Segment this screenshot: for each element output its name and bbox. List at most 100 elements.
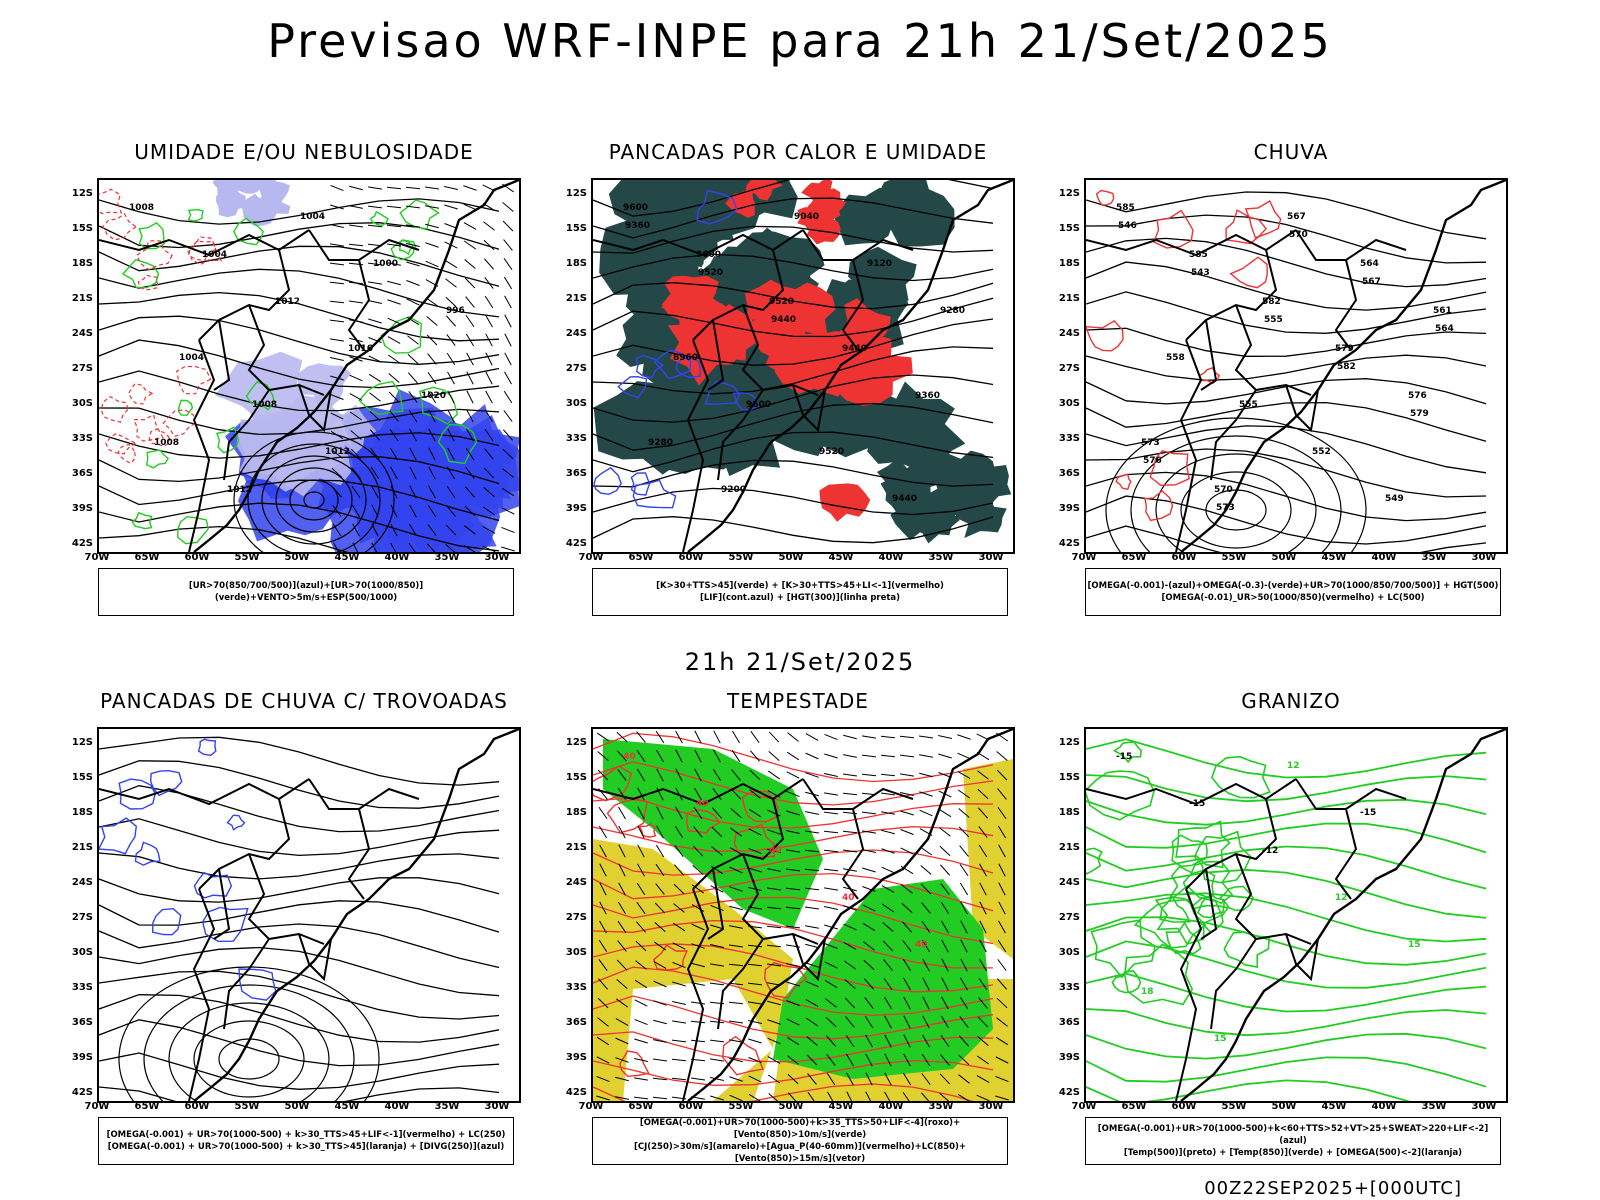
latitude-label: 18S	[565, 807, 587, 818]
latitude-label: 39S	[565, 1052, 587, 1063]
panel-legend: [OMEGA(-0.001)+UR>70(1000-500)+k>35_TTS>…	[592, 1117, 1008, 1165]
longitude-label: 65W	[628, 552, 654, 563]
longitude-label: 55W	[1221, 552, 1247, 563]
contour-label: 9280	[648, 438, 673, 448]
latitude-label: 36S	[1058, 468, 1080, 479]
subtitle: 21h 21/Set/2025	[684, 648, 916, 676]
contour-label: 15	[1408, 940, 1421, 950]
contour-label: -15	[1116, 752, 1132, 762]
legend-line: [Temp(500)](preto) + [Temp(850)](verde) …	[1123, 1148, 1463, 1158]
longitude-label: 45W	[1321, 1101, 1347, 1112]
latitude-label: 36S	[71, 468, 93, 479]
contour-label: 9520	[819, 447, 844, 457]
contour-label: 9600	[623, 203, 648, 213]
latitude-label: 30S	[565, 398, 587, 409]
contour-label: 9520	[769, 297, 794, 307]
contour-label: -12	[1262, 846, 1278, 856]
contour-label: -15	[1360, 808, 1376, 818]
weather-map: 40 40 40 40 40	[591, 727, 1015, 1103]
latitude-label: 12S	[565, 188, 587, 199]
latitude-label: 30S	[71, 398, 93, 409]
legend-line: [K>30+TTS>45](verde) + [K>30+TTS>45+LI<-…	[656, 581, 944, 591]
latitude-label: 42S	[71, 1087, 93, 1098]
contour-label: 582	[1262, 297, 1281, 307]
legend-line: [OMEGA(-0.001) + UR>70(1000-500) + k>30_…	[107, 1142, 505, 1152]
legend-line: [OMEGA(-0.001)+UR>70(1000-500)+k<60+TTS>…	[1097, 1124, 1489, 1146]
weather-map: 585 585 582 579 576 573 570 567 564 561 558 555 552 5…	[1084, 178, 1508, 554]
longitude-label: 65W	[1121, 1101, 1147, 1112]
contour-label: 567	[1362, 277, 1381, 287]
longitude-label: 70W	[1071, 1101, 1097, 1112]
latitude-label: 36S	[71, 1017, 93, 1028]
longitude-label: 35W	[434, 1101, 460, 1112]
contour-label: 1008	[129, 203, 154, 213]
latitude-label: 15S	[1058, 772, 1080, 783]
latitude-label: 15S	[565, 223, 587, 234]
latitude-label: 30S	[1058, 947, 1080, 958]
latitude-label: 12S	[71, 188, 93, 199]
panel-title: GRANIZO	[1241, 689, 1341, 713]
contour-label: 576	[1143, 456, 1162, 466]
latitude-label: 39S	[1058, 503, 1080, 514]
latitude-label: 12S	[565, 737, 587, 748]
latitude-label: 27S	[71, 912, 93, 923]
contour-label: 9440	[892, 494, 917, 504]
latitude-label: 36S	[565, 468, 587, 479]
latitude-label: 30S	[565, 947, 587, 958]
contour-label: 546	[1118, 221, 1137, 231]
contour-label: -15	[1189, 799, 1205, 809]
longitude-label: 50W	[1271, 1101, 1297, 1112]
contour-label: 40	[915, 940, 928, 950]
contour-label: 561	[1433, 306, 1452, 316]
longitude-label: 40W	[384, 1101, 410, 1112]
contour-label: 9040	[794, 212, 819, 222]
panel-title: PANCADAS POR CALOR E UMIDADE	[608, 140, 988, 164]
contour-label: 1012	[325, 447, 350, 457]
contour-label: 15	[1214, 1034, 1227, 1044]
longitude-label: 30W	[978, 1101, 1004, 1112]
contour-label: 1012	[275, 297, 300, 307]
main-title: Previsao WRF-INPE para 21h 21/Set/2025	[267, 14, 1333, 68]
map-field: 585 585 582 579 576 573 570 567 564 561 558 555 552 5…	[1086, 180, 1506, 552]
longitude-label: 40W	[384, 552, 410, 563]
panel-title: UMIDADE E/OU NEBULOSIDADE	[134, 140, 474, 164]
panel-title: TEMPESTADE	[727, 689, 869, 713]
contour-label: 12	[1287, 761, 1300, 771]
contour-label: 9600	[696, 250, 721, 260]
latitude-label: 15S	[71, 772, 93, 783]
latitude-label: 27S	[71, 363, 93, 374]
contour-label: 573	[1216, 503, 1235, 513]
latitude-label: 33S	[1058, 433, 1080, 444]
weather-map: 9600 9600 9520 9440 9360 9280 9200 9040 9120 9280…	[591, 178, 1015, 554]
latitude-label: 24S	[71, 877, 93, 888]
latitude-label: 30S	[1058, 398, 1080, 409]
latitude-label: 39S	[71, 1052, 93, 1063]
map-field: 9600 9600 9520 9440 9360 9280 9200 9040 9120 9280…	[593, 180, 1013, 552]
contour-label: 576	[1408, 391, 1427, 401]
latitude-label: 21S	[565, 842, 587, 853]
longitude-label: 30W	[1471, 1101, 1497, 1112]
longitude-label: 35W	[1421, 552, 1447, 563]
latitude-label: 15S	[71, 223, 93, 234]
longitude-label: 50W	[1271, 552, 1297, 563]
longitude-label: 55W	[728, 552, 754, 563]
latitude-label: 21S	[1058, 293, 1080, 304]
longitude-label: 35W	[928, 552, 954, 563]
longitude-label: 70W	[578, 552, 604, 563]
latitude-label: 21S	[71, 293, 93, 304]
latitude-label: 24S	[565, 328, 587, 339]
latitude-label: 18S	[565, 258, 587, 269]
longitude-label: 35W	[1421, 1101, 1447, 1112]
latitude-label: 12S	[1058, 188, 1080, 199]
contour-label: 1012	[227, 485, 252, 495]
latitude-label: 27S	[565, 912, 587, 923]
longitude-label: 55W	[728, 1101, 754, 1112]
contour-label: 1004	[202, 250, 227, 260]
latitude-label: 42S	[565, 538, 587, 549]
latitude-label: 15S	[1058, 223, 1080, 234]
contour-label: 564	[1360, 259, 1379, 269]
longitude-label: 70W	[1071, 552, 1097, 563]
contour-label: 996	[446, 306, 465, 316]
contour-label: 9600	[746, 400, 771, 410]
contour-label: 564	[1435, 324, 1454, 334]
